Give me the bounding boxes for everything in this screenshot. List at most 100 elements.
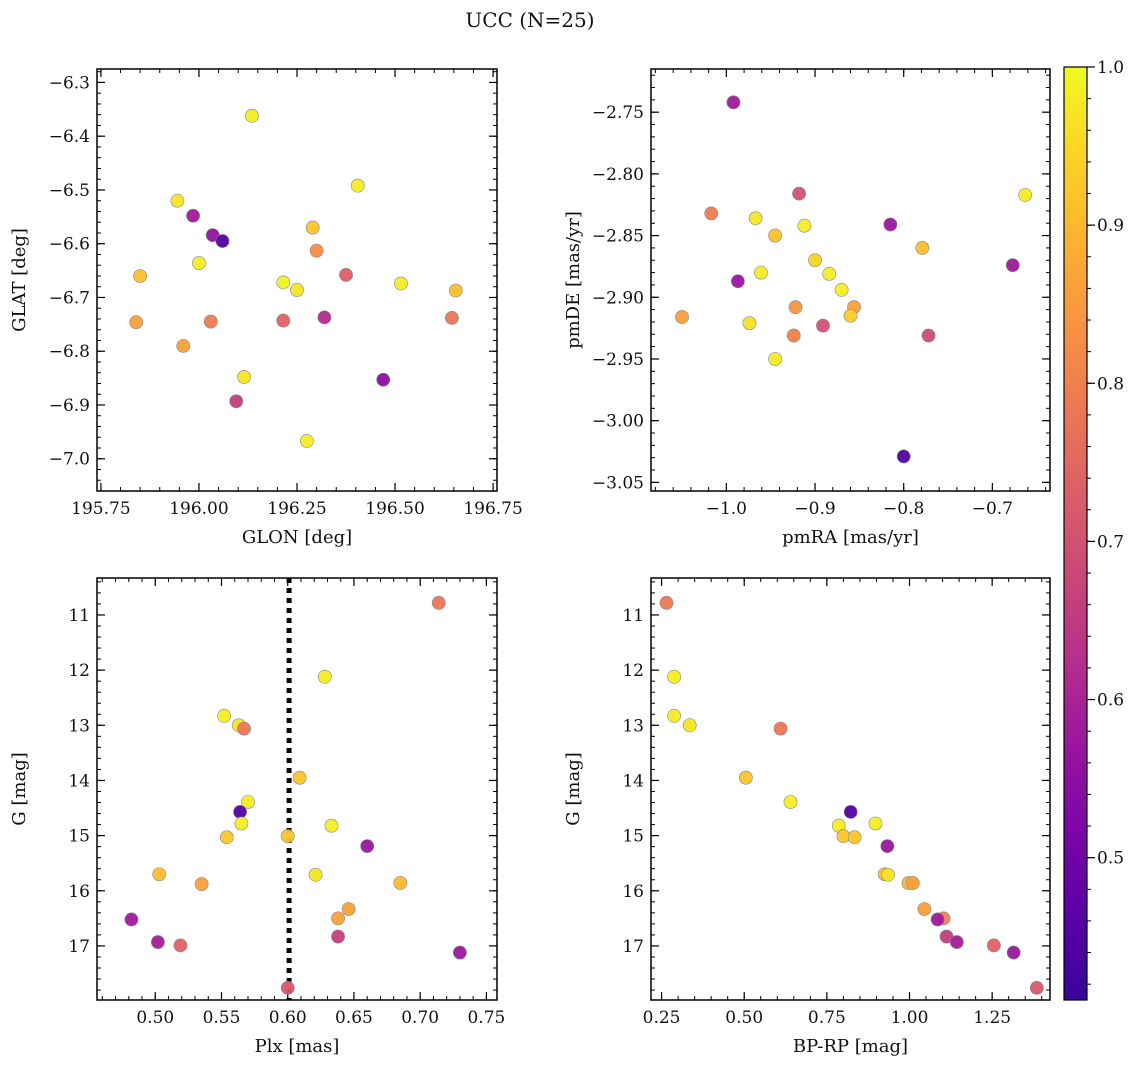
panel-cmd: 0.25 0.50 0.75 1.00 1.25 11 12 13 14 15 16 17 BP-RP … xyxy=(563,577,1051,1057)
x-tick-label: 0.75 xyxy=(808,1008,846,1028)
colorbar: 0.5 0.6 0.7 0.8 0.9 1.0 xyxy=(1063,58,1124,1001)
scatter-point xyxy=(773,721,788,736)
scatter-point xyxy=(360,839,375,853)
y-tick-label: 17 xyxy=(622,937,644,957)
scatter-point xyxy=(453,945,467,960)
scatter-point xyxy=(816,318,830,333)
panel-glon-glat: 195.75 196.00 196.25 196.50 196.75 −6.3 −6.4 −6… xyxy=(9,68,523,548)
y-tick-label: 11 xyxy=(68,606,90,626)
y-tick-label: −3.00 xyxy=(592,412,644,432)
x-tick-label: 1.25 xyxy=(973,1008,1011,1028)
x-axis-label: pmRA [mas/yr] xyxy=(782,527,919,548)
x-tick-label: 195.75 xyxy=(71,499,130,519)
scatter-point xyxy=(170,193,185,208)
scatter-point xyxy=(245,108,259,123)
scatter-point xyxy=(308,867,323,882)
scatter-point xyxy=(152,867,167,882)
scatter-point xyxy=(792,186,806,201)
scatter-point xyxy=(847,830,862,845)
scatter-point xyxy=(1005,258,1020,273)
x-tick-label: 1.00 xyxy=(891,1008,929,1028)
colorbar-tick-label: 0.7 xyxy=(1097,532,1124,552)
scatter-point xyxy=(219,830,234,845)
scatter-point xyxy=(129,315,144,330)
scatter-point xyxy=(930,912,945,927)
scatter-point xyxy=(276,313,291,328)
scatter-point xyxy=(896,449,911,464)
colorbar-tick-label: 0.5 xyxy=(1097,849,1124,869)
scatter-point xyxy=(786,328,801,343)
y-tick-label: 13 xyxy=(68,716,90,736)
scatter-point xyxy=(241,795,255,809)
scatter-point xyxy=(237,370,251,384)
scatter-point xyxy=(883,217,898,232)
scatter-point xyxy=(742,316,757,331)
scatter-point xyxy=(783,795,798,809)
minor-ticks xyxy=(651,69,1050,491)
y-tick-label: 14 xyxy=(622,771,644,791)
scatter-point xyxy=(176,338,191,353)
scatter-point xyxy=(233,804,247,819)
y-tick-label: −3.05 xyxy=(592,473,644,493)
scatter-point xyxy=(186,208,200,223)
x-tick-label: 196.50 xyxy=(365,499,424,519)
scatter-point xyxy=(1018,187,1033,202)
y-tick-label: 12 xyxy=(68,661,90,681)
panel-plx-g: 0.50 0.55 0.60 0.65 0.70 0.75 11 12 13 14 15 16 17 Pl… xyxy=(9,577,505,1057)
y-tick-label: −2.85 xyxy=(592,227,644,247)
y-tick-label: 15 xyxy=(622,827,644,847)
scatter-point xyxy=(276,275,291,290)
scatter-point xyxy=(754,265,768,280)
x-tick-label: 196.75 xyxy=(463,499,522,519)
y-axis-label: pmDE [mas/yr] xyxy=(563,211,584,349)
scatter-point xyxy=(915,241,930,255)
y-tick-label: 16 xyxy=(68,882,90,902)
scatter-point xyxy=(237,721,251,736)
scatter-point xyxy=(843,308,858,323)
axes-frame xyxy=(650,577,1051,1001)
y-tick-label: 15 xyxy=(68,827,90,847)
scatter-point xyxy=(797,218,812,233)
scatter-point xyxy=(448,283,463,298)
x-tick-label: 196.00 xyxy=(169,499,228,519)
y-tick-label: 17 xyxy=(68,937,90,957)
x-tick-label: 196.25 xyxy=(267,499,326,519)
minor-ticks xyxy=(97,69,497,492)
scatter-point xyxy=(234,816,249,831)
y-tick-label: −7.0 xyxy=(49,450,90,470)
colorbar-gradient xyxy=(1063,66,1088,1001)
scatter-points xyxy=(124,595,467,995)
scatter-points xyxy=(675,95,1033,464)
axes-frame xyxy=(96,68,498,492)
x-tick-label: 0.55 xyxy=(203,1008,241,1028)
x-tick-label: 0.60 xyxy=(269,1008,307,1028)
y-tick-label: −6.8 xyxy=(49,342,90,362)
y-tick-label: 13 xyxy=(622,716,644,736)
major-ticks: 195.75 196.00 196.25 196.50 196.75 −6.3 −6.4 −6… xyxy=(49,69,523,519)
x-tick-label: 0.70 xyxy=(401,1008,439,1028)
scatter-point xyxy=(843,804,858,819)
scatter-point xyxy=(445,310,459,325)
scatter-point xyxy=(280,829,295,844)
scatter-point xyxy=(292,770,307,785)
scatter-point xyxy=(881,867,895,882)
minor-ticks xyxy=(651,578,1050,1000)
scatter-point xyxy=(394,276,408,291)
scatter-point xyxy=(151,935,165,949)
scatter-point xyxy=(880,839,895,853)
scatter-point xyxy=(317,310,332,325)
x-tick-label: −0.7 xyxy=(972,499,1013,519)
y-tick-label: 12 xyxy=(622,661,644,681)
scatter-point xyxy=(309,243,324,258)
axes-frame xyxy=(650,68,1051,492)
scatter-point xyxy=(339,267,353,282)
scatter-point xyxy=(431,595,446,610)
scatter-point xyxy=(682,718,697,733)
scatter-point xyxy=(768,352,783,366)
scatter-point xyxy=(730,274,745,289)
y-axis-label: G [mag] xyxy=(563,752,584,825)
scatter-point xyxy=(124,912,139,927)
x-tick-label: 0.50 xyxy=(725,1008,763,1028)
